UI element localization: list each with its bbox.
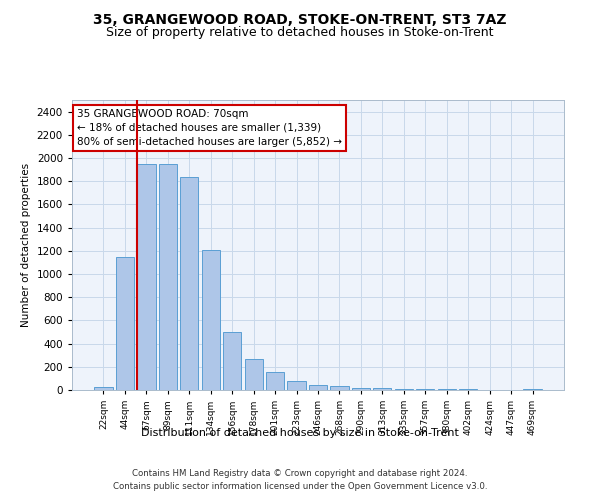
Bar	[309, 386, 327, 390]
Bar	[395, 389, 413, 390]
Bar	[523, 388, 542, 390]
Bar	[373, 388, 391, 390]
Bar	[202, 250, 220, 390]
Bar	[180, 176, 199, 390]
Y-axis label: Number of detached properties: Number of detached properties	[21, 163, 31, 327]
Bar	[245, 360, 263, 390]
Bar	[416, 389, 434, 390]
Bar	[331, 386, 349, 390]
Text: 35, GRANGEWOOD ROAD, STOKE-ON-TRENT, ST3 7AZ: 35, GRANGEWOOD ROAD, STOKE-ON-TRENT, ST3…	[93, 12, 507, 26]
Bar	[137, 164, 155, 390]
Bar	[94, 386, 113, 390]
Text: 35 GRANGEWOOD ROAD: 70sqm
← 18% of detached houses are smaller (1,339)
80% of se: 35 GRANGEWOOD ROAD: 70sqm ← 18% of detac…	[77, 108, 342, 146]
Text: Contains HM Land Registry data © Crown copyright and database right 2024.: Contains HM Land Registry data © Crown c…	[132, 468, 468, 477]
Bar	[287, 380, 305, 390]
Text: Contains public sector information licensed under the Open Government Licence v3: Contains public sector information licen…	[113, 482, 487, 491]
Bar	[159, 164, 177, 390]
Bar	[223, 332, 241, 390]
Bar	[116, 256, 134, 390]
Bar	[352, 388, 370, 390]
Text: Size of property relative to detached houses in Stoke-on-Trent: Size of property relative to detached ho…	[106, 26, 494, 39]
Bar	[266, 372, 284, 390]
Text: Distribution of detached houses by size in Stoke-on-Trent: Distribution of detached houses by size …	[141, 428, 459, 438]
